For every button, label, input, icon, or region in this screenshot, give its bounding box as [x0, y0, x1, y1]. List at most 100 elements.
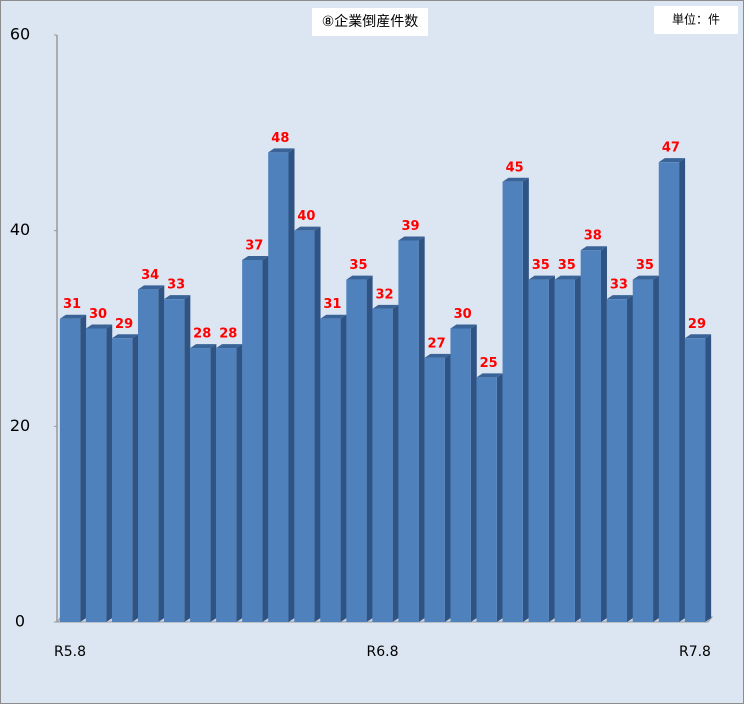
bar — [580, 250, 601, 622]
data-label: 35 — [349, 258, 367, 273]
data-label: 33 — [610, 278, 628, 293]
bar — [606, 299, 628, 622]
data-label: 37 — [245, 239, 263, 254]
bar — [398, 240, 419, 622]
bar — [476, 377, 497, 622]
data-label: 27 — [428, 336, 446, 351]
bar-top — [580, 246, 607, 251]
bar — [450, 328, 471, 622]
bar-top — [372, 304, 399, 309]
bar-side — [392, 304, 399, 622]
bar — [632, 279, 654, 622]
data-label: 47 — [662, 141, 680, 156]
bar-side — [288, 148, 295, 622]
bar-top — [398, 236, 425, 241]
bar-top — [684, 334, 712, 339]
bar-top — [85, 324, 113, 329]
bar-side — [366, 275, 373, 622]
bar — [216, 348, 237, 622]
data-label: 25 — [480, 356, 498, 371]
bar — [528, 279, 549, 622]
data-label: 35 — [558, 258, 576, 273]
x-tick-label: R5.8 — [54, 644, 86, 660]
bar-top — [424, 353, 451, 358]
y-tick-label: 40 — [10, 220, 30, 239]
data-label: 31 — [323, 297, 341, 312]
bar-side — [262, 256, 269, 622]
bar-side — [80, 314, 87, 622]
data-label: 48 — [271, 131, 289, 146]
data-label: 34 — [141, 268, 159, 283]
bar-side — [496, 373, 503, 622]
bar-top — [294, 226, 321, 231]
bar — [320, 318, 341, 622]
data-label: 40 — [297, 209, 315, 224]
data-label: 28 — [193, 327, 211, 342]
chart-title: ⑧企業倒産件数 — [322, 13, 419, 30]
bar — [85, 328, 107, 622]
bar-side — [106, 324, 113, 622]
y-tick-label: 0 — [15, 612, 25, 631]
bar — [59, 318, 81, 622]
bar — [268, 152, 289, 622]
unit-box — [654, 6, 738, 34]
bar-side — [627, 295, 634, 622]
bar-side — [132, 334, 139, 622]
bar — [190, 348, 211, 622]
bar-side — [470, 324, 477, 622]
bar-side — [600, 246, 607, 622]
data-label: 29 — [688, 317, 706, 332]
bar-side — [184, 295, 191, 622]
data-label: 32 — [375, 287, 393, 302]
bar — [554, 279, 575, 622]
bar-side — [548, 275, 555, 622]
bar — [137, 289, 159, 622]
bar-side — [522, 177, 529, 622]
bar — [658, 162, 680, 622]
bar-side — [679, 158, 686, 622]
data-label: 45 — [506, 160, 524, 175]
bar-top — [476, 373, 503, 378]
bar-top — [242, 256, 269, 261]
bar-top — [137, 285, 165, 290]
bar — [242, 260, 263, 622]
bar — [424, 357, 445, 622]
bar-top — [268, 148, 295, 153]
bar-top — [606, 295, 634, 300]
data-label: 38 — [584, 229, 602, 244]
data-label: 30 — [454, 307, 472, 322]
bar — [294, 230, 315, 622]
bar-top — [59, 314, 87, 319]
bar-top — [320, 314, 347, 319]
bar-top — [632, 275, 660, 280]
bar-top — [164, 295, 191, 300]
bar — [164, 299, 185, 622]
bar-top — [528, 275, 555, 280]
title-box — [312, 8, 428, 36]
bar-top — [111, 334, 139, 339]
bar — [502, 181, 523, 622]
data-label: 28 — [219, 327, 237, 342]
x-tick-label: R7.8 — [679, 644, 711, 660]
y-tick-label: 20 — [10, 416, 30, 435]
bar-side — [158, 285, 165, 622]
data-label: 33 — [167, 278, 185, 293]
bar — [372, 308, 393, 622]
bar-top — [450, 324, 477, 329]
x-tick-label: R6.8 — [367, 644, 399, 660]
bar-side — [653, 275, 660, 622]
bar — [111, 338, 133, 622]
bar-side — [236, 344, 243, 622]
bar-side — [705, 334, 712, 622]
unit-label: 単位：件 — [672, 12, 720, 27]
data-label: 35 — [532, 258, 550, 273]
bar — [346, 279, 367, 622]
bar-top — [216, 344, 243, 349]
bar-side — [574, 275, 581, 622]
y-tick-label: 60 — [10, 25, 30, 44]
bar-top — [554, 275, 581, 280]
bar-top — [658, 158, 686, 163]
data-label: 30 — [89, 307, 107, 322]
data-label: 35 — [636, 258, 654, 273]
